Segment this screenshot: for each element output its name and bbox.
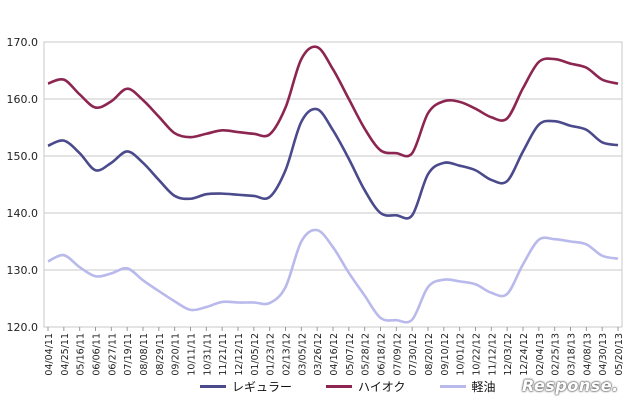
x-tick-label: 04/16/12 xyxy=(329,333,340,376)
x-tick-label: 05/16/11 xyxy=(76,333,87,376)
y-tick-label: 170.0 xyxy=(7,36,39,49)
legend-swatch-diesel xyxy=(439,385,466,388)
x-tick-label: 08/29/11 xyxy=(155,333,166,376)
x-tick-label: 08/20/12 xyxy=(424,333,435,376)
x-tick-label: 07/30/12 xyxy=(408,333,419,376)
x-tick-label: 10/31/11 xyxy=(202,333,213,376)
x-axis-ticks: 04/04/11 04/25/11 05/16/11 06/06/11 06/27/11… xyxy=(44,327,625,376)
x-tick-label: 04/04/11 xyxy=(44,333,55,376)
legend-swatch-highoctane xyxy=(326,385,353,388)
x-tick-label: 12/03/12 xyxy=(503,333,514,376)
plot-area xyxy=(43,41,623,328)
x-tick-label: 05/28/12 xyxy=(361,333,372,376)
y-tick-label: 140.0 xyxy=(7,207,39,220)
x-tick-label: 04/25/11 xyxy=(60,333,71,376)
legend-label-diesel: 軽油 xyxy=(471,380,496,394)
x-tick-label: 07/19/11 xyxy=(123,333,134,376)
x-tick-label: 07/09/12 xyxy=(392,333,403,376)
legend-label-regular: レギュラー xyxy=(232,380,293,394)
series-line-2 xyxy=(47,228,619,324)
x-tick-label: 09/10/12 xyxy=(440,333,451,376)
x-tick-label: 04/08/13 xyxy=(582,333,593,376)
x-tick-label: 01/05/12 xyxy=(250,333,261,376)
x-tick-label: 03/05/12 xyxy=(297,333,308,376)
x-tick-label: 10/22/12 xyxy=(472,333,483,376)
x-tick-label: 04/30/13 xyxy=(598,333,609,376)
response-watermark: Response. xyxy=(522,376,619,395)
x-tick-label: 11/21/11 xyxy=(218,333,229,376)
series-lines xyxy=(47,45,619,324)
x-tick-label: 12/24/12 xyxy=(519,333,530,376)
legend-swatch-regular xyxy=(200,385,226,388)
x-tick-label: 03/26/12 xyxy=(313,333,324,376)
x-tick-label: 10/11/11 xyxy=(187,333,198,376)
legend-item-regular: レギュラー xyxy=(200,378,292,395)
x-tick-label: 01/23/12 xyxy=(266,333,277,376)
y-tick-label: 120.0 xyxy=(7,321,39,334)
y-tick-label: 150.0 xyxy=(7,150,39,163)
series-line-1 xyxy=(47,45,619,158)
y-axis-ticks: 120.0 130.0 140.0 150.0 160.0 170.0 xyxy=(7,36,39,334)
x-tick-label: 02/25/13 xyxy=(551,333,562,376)
legend-label-highoctane: ハイオク xyxy=(358,380,406,394)
x-tick-label: 02/04/13 xyxy=(535,333,546,376)
chart-legend: レギュラー ハイオク 軽油 xyxy=(200,378,496,395)
legend-item-diesel: 軽油 xyxy=(439,378,496,395)
legend-item-highoctane: ハイオク xyxy=(326,378,406,395)
x-tick-label: 12/12/11 xyxy=(234,333,245,376)
x-tick-label: 05/20/13 xyxy=(614,333,625,376)
x-tick-label: 06/18/12 xyxy=(377,333,388,376)
x-tick-label: 08/08/11 xyxy=(139,333,150,376)
x-tick-label: 02/13/12 xyxy=(282,333,293,376)
x-tick-label: 06/27/11 xyxy=(107,333,118,376)
y-tick-label: 130.0 xyxy=(7,264,39,277)
x-tick-label: 05/07/12 xyxy=(345,333,356,376)
x-tick-label: 11/12/12 xyxy=(487,333,498,376)
x-tick-label: 10/01/12 xyxy=(456,333,467,376)
x-tick-label: 06/06/11 xyxy=(92,333,103,376)
y-tick-label: 160.0 xyxy=(7,93,39,106)
series-line-0 xyxy=(47,107,619,220)
x-tick-label: 03/18/13 xyxy=(567,333,578,376)
x-tick-label: 09/20/11 xyxy=(171,333,182,376)
